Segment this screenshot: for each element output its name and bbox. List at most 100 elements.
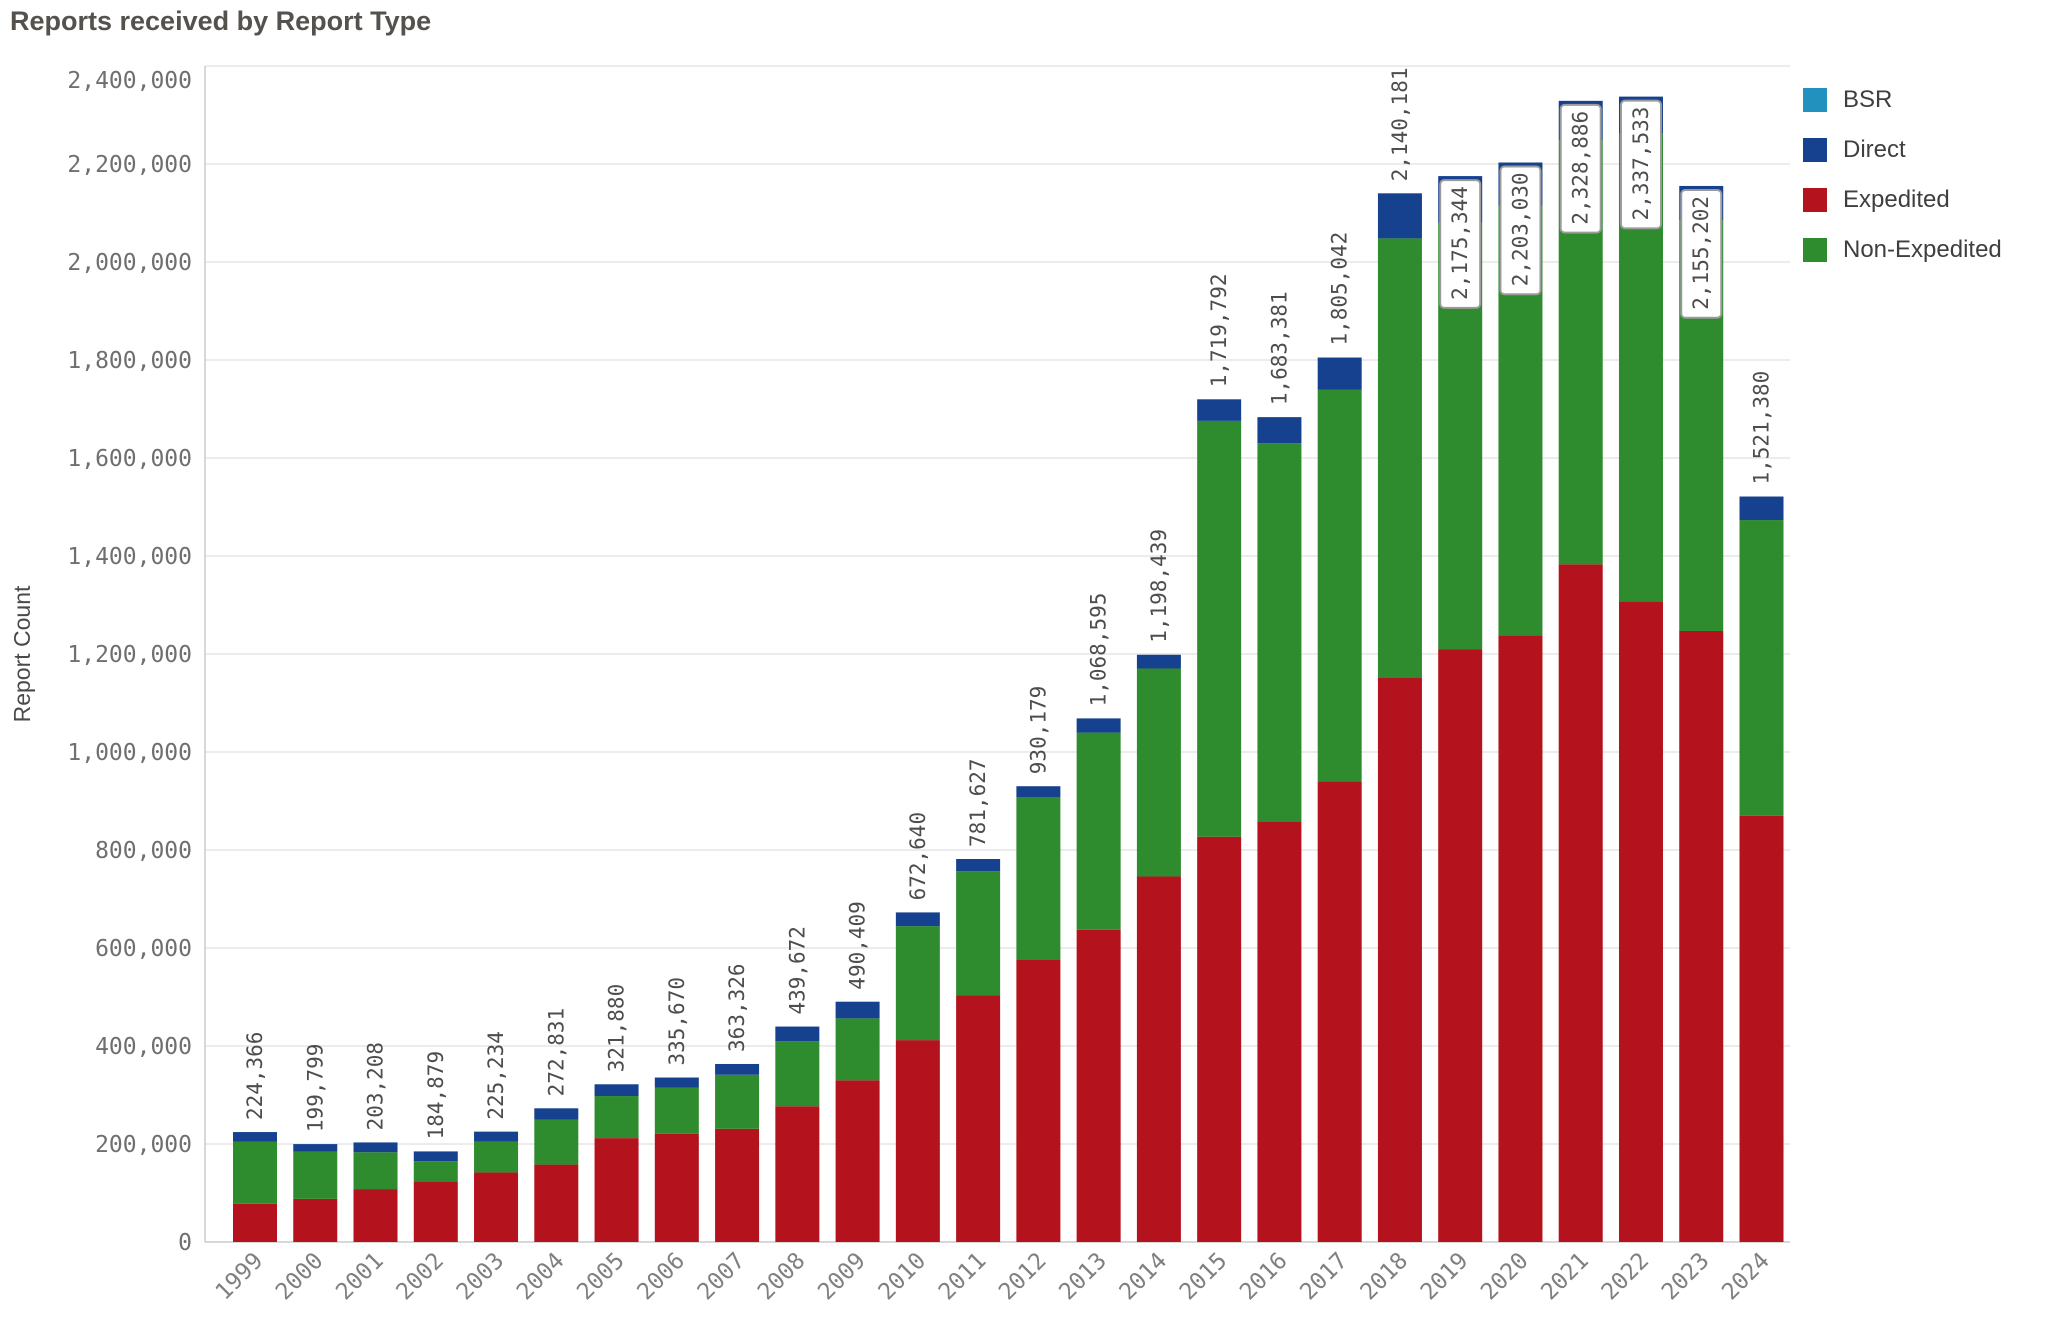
bar-segment-expedited-2012[interactable] <box>1016 959 1061 1242</box>
bar-segment-non-expedited-2000[interactable] <box>293 1151 338 1199</box>
legend-swatch-icon <box>1803 238 1827 262</box>
bar-segment-direct-2009[interactable] <box>835 1001 880 1019</box>
x-axis-tick-label-2010: 2010 <box>874 1248 932 1306</box>
legend-item-non-expedited[interactable]: Non-Expedited <box>1803 236 2002 264</box>
bar-segment-expedited-2020[interactable] <box>1498 635 1543 1242</box>
bar-segment-direct-2011[interactable] <box>956 859 1001 872</box>
bar-segment-expedited-2013[interactable] <box>1076 929 1121 1242</box>
y-axis-tick-label: 200,000 <box>95 1132 192 1158</box>
x-axis-tick-label-2005: 2005 <box>572 1248 630 1306</box>
legend-item-bsr[interactable]: BSR <box>1803 86 2002 114</box>
bar-segment-expedited-2015[interactable] <box>1197 836 1242 1242</box>
bar-segment-non-expedited-2007[interactable] <box>715 1074 760 1129</box>
bar-segment-expedited-2001[interactable] <box>353 1189 398 1242</box>
bar-segment-direct-2024[interactable] <box>1739 496 1784 521</box>
bar-segment-direct-2010[interactable] <box>895 912 940 927</box>
bar-segment-expedited-1999[interactable] <box>233 1203 277 1242</box>
bar-segment-expedited-2011[interactable] <box>956 995 1001 1242</box>
bar-segment-expedited-2016[interactable] <box>1257 821 1302 1242</box>
bar-segment-non-expedited-2014[interactable] <box>1136 668 1181 877</box>
y-axis-title: Report Count <box>9 585 35 722</box>
x-axis-tick-label-2018: 2018 <box>1356 1248 1414 1306</box>
bar-segment-non-expedited-2008[interactable] <box>775 1041 820 1107</box>
bar-segment-expedited-2018[interactable] <box>1377 678 1422 1242</box>
total-label-2024: 1,521,380 <box>1750 371 1774 485</box>
bar-segment-expedited-2010[interactable] <box>895 1040 940 1242</box>
bar-segment-expedited-2014[interactable] <box>1136 876 1181 1242</box>
bar-segment-non-expedited-2002[interactable] <box>413 1161 458 1182</box>
bar-segment-direct-2016[interactable] <box>1257 417 1302 444</box>
total-label-2019: 2,175,344 <box>1448 186 1472 300</box>
bar-segment-expedited-2003[interactable] <box>474 1172 519 1242</box>
legend-item-direct[interactable]: Direct <box>1803 136 2002 164</box>
bar-segment-non-expedited-2011[interactable] <box>956 871 1001 996</box>
bar-segment-non-expedited-2017[interactable] <box>1317 389 1362 782</box>
bar-segment-direct-2008[interactable] <box>775 1026 820 1042</box>
bar-segment-non-expedited-2013[interactable] <box>1076 732 1121 930</box>
x-axis-tick-label-2022: 2022 <box>1597 1248 1655 1306</box>
x-axis-tick-label-2011: 2011 <box>934 1248 992 1306</box>
total-label-2016: 1,683,381 <box>1267 291 1291 405</box>
bar-segment-direct-2013[interactable] <box>1076 718 1121 733</box>
bar-segment-direct-2012[interactable] <box>1016 786 1061 797</box>
x-axis-tick-label-2002: 2002 <box>391 1248 449 1306</box>
bar-segment-non-expedited-2004[interactable] <box>534 1119 579 1165</box>
bar-segment-non-expedited-2006[interactable] <box>654 1087 699 1134</box>
bar-segment-expedited-2006[interactable] <box>654 1133 699 1242</box>
bar-segment-non-expedited-2015[interactable] <box>1197 420 1242 837</box>
total-label-box-2022 <box>1619 99 1662 230</box>
bar-segment-direct-2014[interactable] <box>1136 654 1181 669</box>
total-label-2003: 225,234 <box>484 1031 508 1120</box>
bar-segment-expedited-2022[interactable] <box>1618 601 1663 1242</box>
x-axis-tick-label-2015: 2015 <box>1175 1248 1233 1306</box>
bar-segment-non-expedited-1999[interactable] <box>233 1141 277 1204</box>
bar-segment-non-expedited-2024[interactable] <box>1739 520 1784 816</box>
bar-segment-expedited-2021[interactable] <box>1558 564 1603 1242</box>
bar-segment-expedited-2004[interactable] <box>534 1164 579 1242</box>
x-axis-tick-label-2009: 2009 <box>813 1248 871 1306</box>
bar-segment-expedited-2000[interactable] <box>293 1198 338 1242</box>
x-axis-tick-label-2020: 2020 <box>1476 1248 1534 1306</box>
bar-segment-non-expedited-2009[interactable] <box>835 1018 880 1081</box>
bar-segment-direct-2001[interactable] <box>353 1142 398 1153</box>
x-axis-tick-label-2000: 2000 <box>271 1248 329 1306</box>
bar-segment-direct-2002[interactable] <box>413 1151 458 1162</box>
bar-segment-direct-1999[interactable] <box>233 1132 277 1142</box>
bar-segment-non-expedited-2001[interactable] <box>353 1152 398 1190</box>
bar-segment-expedited-2005[interactable] <box>594 1138 639 1242</box>
bar-segment-expedited-2019[interactable] <box>1438 649 1483 1242</box>
bar-segment-expedited-2002[interactable] <box>413 1181 458 1242</box>
bar-segment-expedited-2017[interactable] <box>1317 781 1362 1242</box>
bar-segment-non-expedited-2012[interactable] <box>1016 796 1061 960</box>
x-axis-tick-label-2016: 2016 <box>1235 1248 1293 1306</box>
bar-segment-expedited-2024[interactable] <box>1739 815 1784 1242</box>
bar-segment-direct-2015[interactable] <box>1197 399 1242 421</box>
bar-segment-non-expedited-2010[interactable] <box>895 926 940 1041</box>
total-label-2006: 335,670 <box>665 977 689 1066</box>
bar-segment-expedited-2009[interactable] <box>835 1080 880 1242</box>
total-label-2009: 490,409 <box>846 901 870 990</box>
bar-segment-direct-2018[interactable] <box>1377 193 1422 239</box>
x-axis-tick-label-2001: 2001 <box>331 1248 389 1306</box>
bar-segment-non-expedited-2003[interactable] <box>474 1141 519 1173</box>
x-axis-tick-label-2008: 2008 <box>753 1248 811 1306</box>
bar-segment-non-expedited-2016[interactable] <box>1257 443 1302 822</box>
y-axis-tick-label: 1,800,000 <box>67 348 192 374</box>
bar-segment-direct-2005[interactable] <box>594 1084 639 1097</box>
legend-label: Non-Expedited <box>1843 236 2002 263</box>
bar-segment-direct-2006[interactable] <box>654 1077 699 1088</box>
bar-segment-expedited-2007[interactable] <box>715 1128 760 1242</box>
bar-segment-expedited-2023[interactable] <box>1679 630 1724 1242</box>
total-label-1999: 224,366 <box>243 1032 267 1121</box>
bar-segment-direct-2000[interactable] <box>293 1144 338 1152</box>
legend-label: Expedited <box>1843 186 1950 213</box>
bar-segment-direct-2004[interactable] <box>534 1108 579 1120</box>
bar-segment-direct-2017[interactable] <box>1317 357 1362 390</box>
bar-segment-non-expedited-2018[interactable] <box>1377 238 1422 679</box>
legend-item-expedited[interactable]: Expedited <box>1803 186 2002 214</box>
bar-segment-non-expedited-2005[interactable] <box>594 1096 639 1139</box>
y-axis-tick-label: 600,000 <box>95 936 192 962</box>
bar-segment-direct-2007[interactable] <box>715 1063 760 1075</box>
bar-segment-direct-2003[interactable] <box>474 1131 519 1142</box>
bar-segment-expedited-2008[interactable] <box>775 1106 820 1242</box>
